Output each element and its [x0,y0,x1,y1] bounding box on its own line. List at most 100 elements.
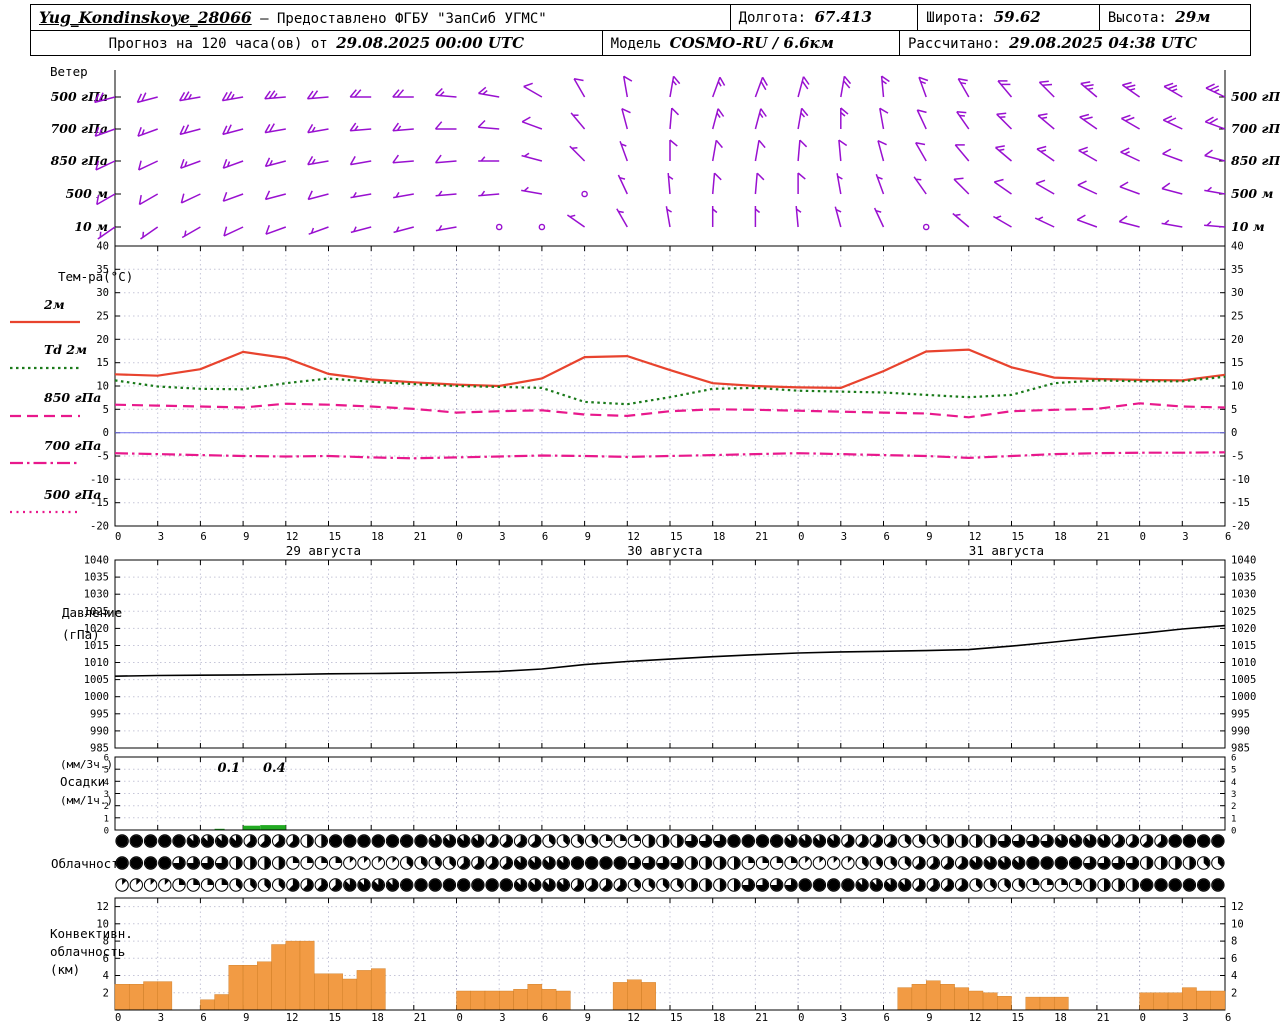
latitude-label: Широта: [926,10,986,26]
station-cell: Yug_Kondinskoye_28066 – Предоставлено ФГ… [31,5,730,30]
svg-text:35: 35 [1231,264,1244,276]
svg-text:1025: 1025 [84,606,109,618]
svg-text:Тем-ра(°C): Тем-ра(°C) [58,269,133,284]
svg-text:12: 12 [96,901,109,913]
svg-text:-10: -10 [90,474,109,486]
svg-text:12: 12 [1231,901,1244,913]
svg-text:1015: 1015 [84,640,109,652]
svg-text:10: 10 [96,381,109,393]
svg-text:25: 25 [96,311,109,323]
svg-text:40: 40 [96,241,109,253]
header: Yug_Kondinskoye_28066 – Предоставлено ФГ… [30,4,1251,56]
svg-text:0.1: 0.1 [218,761,241,776]
forecast-label: Прогноз на 120 часа(ов) от [108,36,328,52]
svg-text:6: 6 [1225,1012,1231,1024]
svg-text:31 августа: 31 августа [969,543,1044,558]
svg-text:1040: 1040 [84,555,109,567]
svg-text:(км): (км) [50,962,80,977]
svg-text:10 м: 10 м [1231,219,1265,234]
svg-text:0: 0 [1231,427,1237,439]
svg-text:850 гПа: 850 гПа [51,153,108,168]
svg-text:21: 21 [755,1012,768,1024]
svg-text:29 августа: 29 августа [286,543,361,558]
svg-text:1035: 1035 [1231,572,1256,584]
svg-text:10: 10 [1231,918,1244,930]
svg-text:15: 15 [670,1012,683,1024]
svg-text:6: 6 [104,754,109,764]
svg-text:990: 990 [1231,725,1250,737]
svg-text:15: 15 [96,357,109,369]
svg-text:3: 3 [158,1012,164,1024]
svg-text:8: 8 [103,936,109,948]
svg-text:(гПа): (гПа) [62,627,100,642]
svg-text:-15: -15 [1231,497,1250,509]
svg-text:21: 21 [1097,531,1110,543]
svg-text:4: 4 [1231,970,1237,982]
svg-text:18: 18 [713,1012,726,1024]
longitude-cell: Долгота: 67.413 [729,5,918,30]
svg-text:500 гПа: 500 гПа [51,89,108,104]
svg-text:15: 15 [329,1012,342,1024]
svg-text:1: 1 [1231,814,1236,824]
svg-text:35: 35 [96,264,109,276]
svg-text:6: 6 [200,1012,206,1024]
svg-text:1020: 1020 [1231,623,1256,635]
svg-text:2м: 2м [43,297,65,312]
svg-text:12: 12 [627,1012,640,1024]
svg-text:(мм/3ч.): (мм/3ч.) [60,758,113,771]
svg-text:3: 3 [1231,790,1236,800]
svg-text:Давление: Давление [62,605,122,620]
svg-text:9: 9 [243,1012,249,1024]
svg-text:5: 5 [1231,766,1236,776]
svg-text:40: 40 [1231,241,1244,253]
longitude-label: Долгота: [738,10,807,26]
svg-text:1010: 1010 [84,657,109,669]
svg-text:-10: -10 [1231,474,1250,486]
svg-text:6: 6 [103,953,109,965]
svg-text:Облачность: Облачность [51,856,126,871]
svg-text:3: 3 [158,531,164,543]
svg-text:20: 20 [96,334,109,346]
svg-text:12: 12 [627,531,640,543]
svg-text:1005: 1005 [84,674,109,686]
svg-text:1025: 1025 [1231,606,1256,618]
model-cell: Модель COSMO-RU / 6.6км [601,31,899,55]
svg-text:9: 9 [926,1012,932,1024]
svg-text:0: 0 [1140,531,1146,543]
svg-text:21: 21 [414,1012,427,1024]
svg-text:30 августа: 30 августа [627,543,702,558]
svg-text:12: 12 [286,531,299,543]
altitude-label: Высота: [1107,10,1167,26]
svg-text:6: 6 [1231,754,1236,764]
svg-text:(мм/1ч.): (мм/1ч.) [60,794,113,807]
svg-text:4: 4 [103,970,109,982]
svg-text:1030: 1030 [84,589,109,601]
svg-text:18: 18 [371,1012,384,1024]
svg-text:6: 6 [1225,531,1231,543]
svg-text:0.4: 0.4 [263,761,286,776]
svg-text:500 гПа: 500 гПа [1231,89,1280,104]
svg-text:4: 4 [1231,778,1236,788]
svg-text:3: 3 [1182,531,1188,543]
svg-text:3: 3 [841,1012,847,1024]
svg-text:3: 3 [1182,1012,1188,1024]
svg-text:9: 9 [585,531,591,543]
svg-text:850 гПа: 850 гПа [1231,153,1280,168]
latitude-cell: Широта: 59.62 [917,5,1099,30]
svg-text:18: 18 [1054,531,1067,543]
svg-text:0: 0 [798,531,804,543]
svg-text:3: 3 [841,531,847,543]
svg-text:Ветер: Ветер [50,64,88,79]
svg-text:12: 12 [969,1012,982,1024]
svg-text:-20: -20 [1231,521,1250,533]
model-value: COSMO-RU / 6.6км [669,34,834,52]
svg-text:25: 25 [1231,311,1244,323]
svg-text:500 м: 500 м [1231,186,1273,201]
svg-text:0: 0 [103,427,109,439]
svg-text:15: 15 [670,531,683,543]
calculated-time: 29.08.2025 04:38 UTC [1009,34,1198,52]
svg-text:700 гПа: 700 гПа [44,438,101,453]
svg-text:0: 0 [457,531,463,543]
svg-text:4: 4 [104,778,109,788]
